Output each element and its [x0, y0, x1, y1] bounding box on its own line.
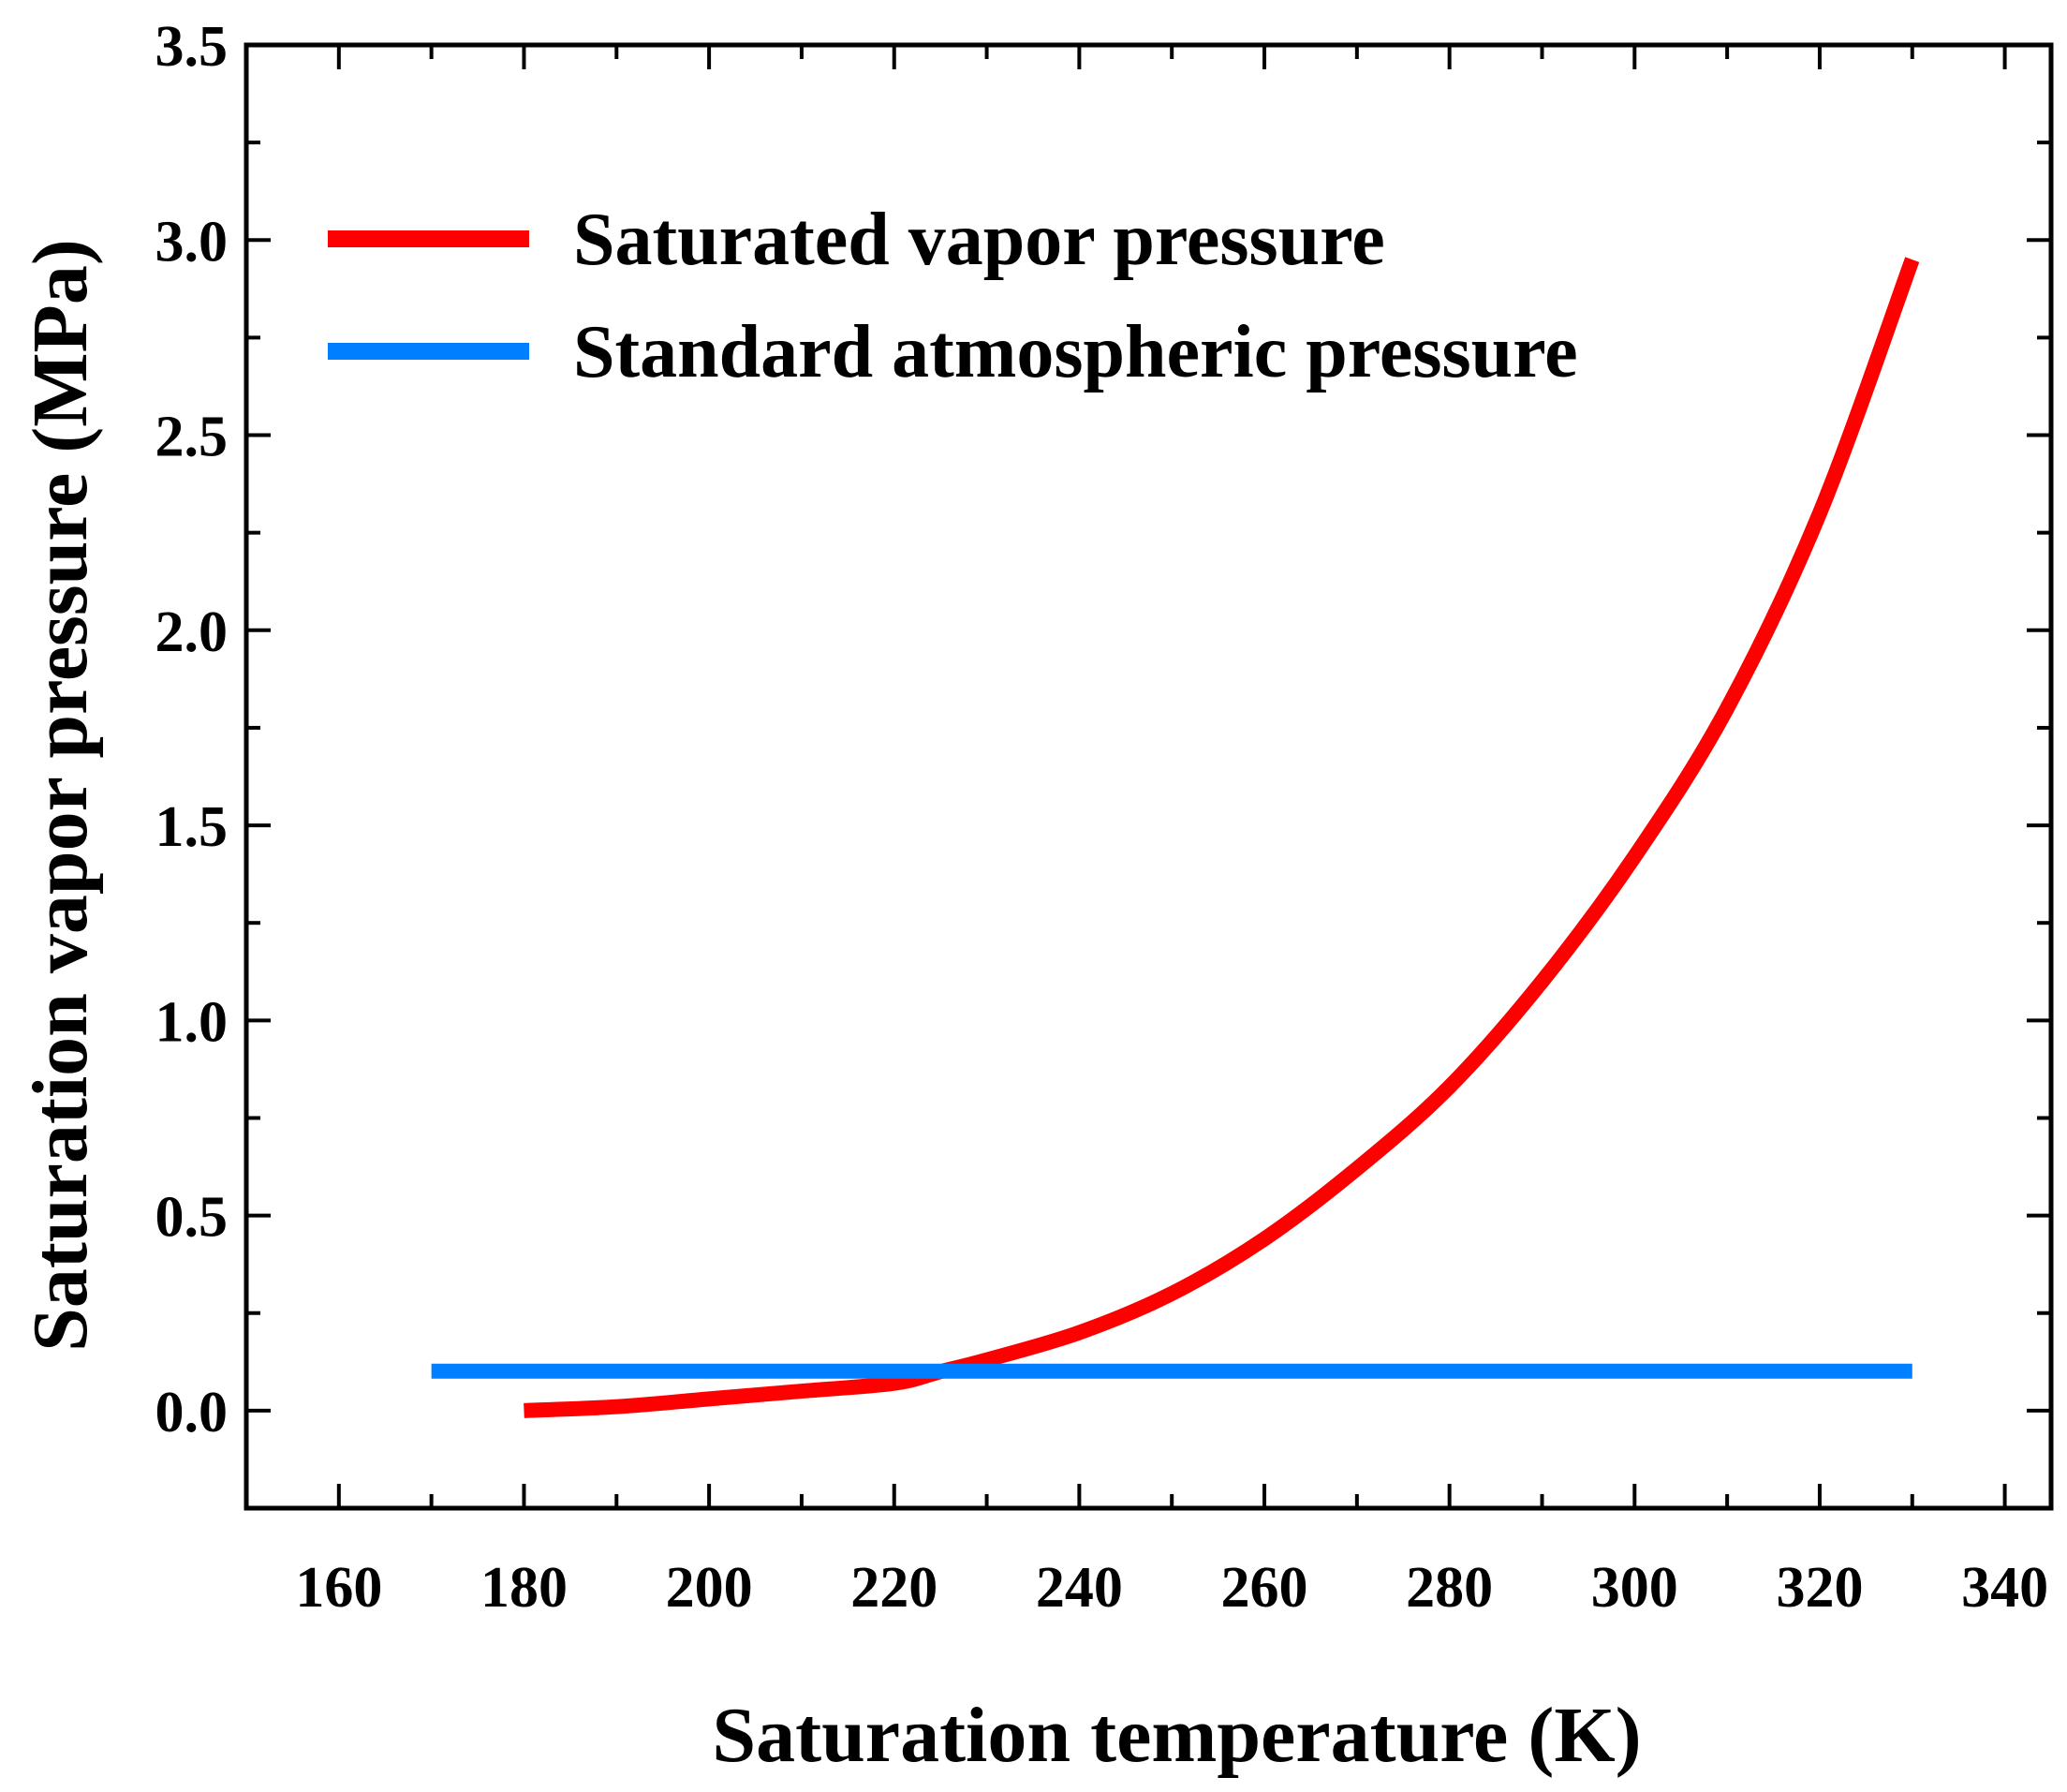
- x-tick-label: 320: [1776, 1556, 1863, 1620]
- x-tick-label: 260: [1221, 1556, 1308, 1620]
- x-tick-label: 160: [295, 1556, 382, 1620]
- y-axis-title: Saturation vapor pressure (MPa): [17, 239, 104, 1352]
- legend: Saturated vapor pressure Standard atmosph…: [328, 199, 1578, 393]
- y-tick-label: 0.0: [155, 1381, 229, 1444]
- legend-label: Saturated vapor pressure: [573, 199, 1385, 281]
- y-tick-label: 3.0: [155, 210, 229, 274]
- x-tick-label: 220: [850, 1556, 938, 1620]
- x-tick-label: 280: [1406, 1556, 1493, 1620]
- x-tick-label: 300: [1591, 1556, 1678, 1620]
- y-tick-label: 2.5: [155, 406, 229, 469]
- series-line-0: [524, 257, 1920, 1418]
- y-ticks: 0.0 0.5 1.0 1.5 2.0 2.5 3.0 3.5: [155, 15, 2051, 1444]
- y-tick-label: 1.5: [155, 795, 229, 859]
- plot-frame: [244, 42, 2054, 1511]
- x-tick-label: 340: [1961, 1556, 2048, 1620]
- x-tick-label: 200: [666, 1556, 753, 1620]
- legend-label: Standard atmospheric pressure: [573, 311, 1578, 393]
- x-ticks: 160 180 200 220 240 260 280 300 320 340: [244, 45, 2048, 1620]
- y-tick-label: 1.0: [155, 990, 229, 1054]
- y-tick-label: 3.5: [155, 15, 229, 79]
- y-tick-label: 2.0: [155, 600, 229, 664]
- x-tick-label: 240: [1036, 1556, 1123, 1620]
- y-tick-label: 0.5: [155, 1186, 229, 1250]
- x-tick-label: 180: [480, 1556, 568, 1620]
- x-axis-title: Saturation temperature (K): [712, 1692, 1641, 1779]
- series-layer: [431, 257, 1920, 1418]
